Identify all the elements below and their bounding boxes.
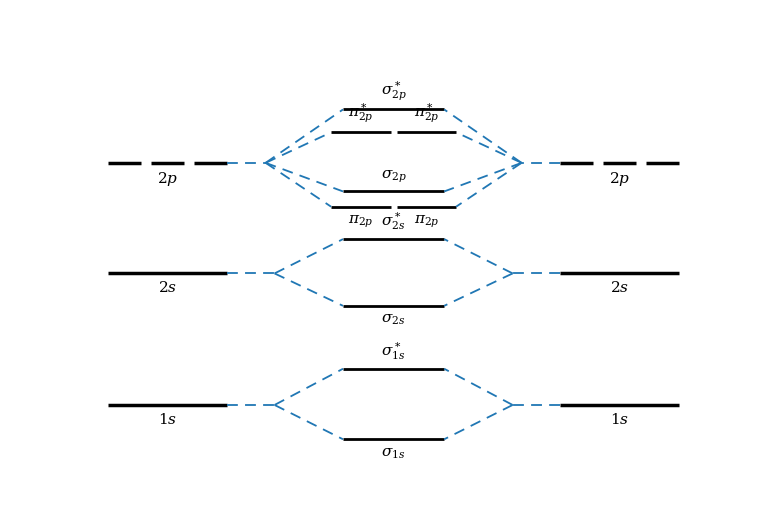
Text: $\pi^*_{2p}$: $\pi^*_{2p}$ [348,101,373,126]
Text: $\sigma^*_{2p}$: $\sigma^*_{2p}$ [381,79,406,102]
Text: $\sigma^*_{2s}$: $\sigma^*_{2s}$ [382,210,406,232]
Text: $2s$: $2s$ [611,280,629,295]
Text: $2p$: $2p$ [609,170,631,187]
Text: $\sigma_{2s}$: $\sigma_{2s}$ [382,313,406,327]
Text: $\pi^*_{2p}$: $\pi^*_{2p}$ [414,101,439,126]
Text: $\sigma_{2p}$: $\sigma_{2p}$ [381,168,406,184]
Text: $\pi_{2p}$: $\pi_{2p}$ [348,214,373,230]
Text: $\pi_{2p}$: $\pi_{2p}$ [414,214,439,230]
Text: $\sigma_{1s}$: $\sigma_{1s}$ [382,446,406,460]
Text: $1s$: $1s$ [158,412,177,427]
Text: $2p$: $2p$ [157,170,178,187]
Text: $2s$: $2s$ [158,280,177,295]
Text: $1s$: $1s$ [611,412,629,427]
Text: $\sigma^*_{1s}$: $\sigma^*_{1s}$ [382,340,406,362]
